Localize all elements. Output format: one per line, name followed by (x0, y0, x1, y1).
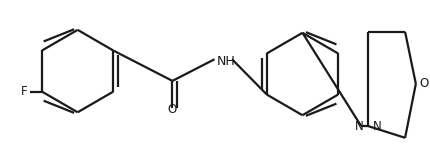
Text: O: O (419, 77, 428, 90)
Text: NH: NH (216, 55, 235, 68)
Text: N: N (354, 119, 363, 132)
Text: O: O (167, 103, 177, 116)
Text: N: N (372, 119, 381, 132)
Text: F: F (21, 85, 28, 98)
